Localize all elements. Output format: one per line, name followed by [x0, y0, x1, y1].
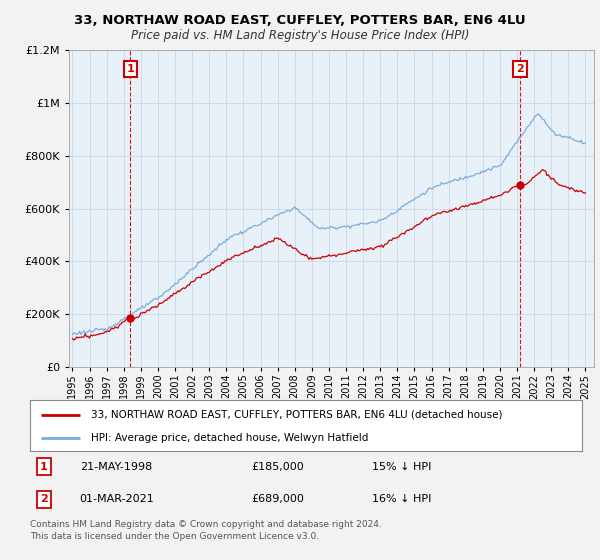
Text: 1: 1	[127, 64, 134, 74]
Text: Price paid vs. HM Land Registry's House Price Index (HPI): Price paid vs. HM Land Registry's House …	[131, 29, 469, 42]
Text: 2: 2	[516, 64, 524, 74]
Text: 33, NORTHAW ROAD EAST, CUFFLEY, POTTERS BAR, EN6 4LU (detached house): 33, NORTHAW ROAD EAST, CUFFLEY, POTTERS …	[91, 409, 502, 419]
Text: 21-MAY-1998: 21-MAY-1998	[80, 461, 152, 472]
Text: 16% ↓ HPI: 16% ↓ HPI	[372, 494, 431, 505]
Text: Contains HM Land Registry data © Crown copyright and database right 2024.: Contains HM Land Registry data © Crown c…	[30, 520, 382, 529]
Text: 2: 2	[40, 494, 47, 505]
Text: 15% ↓ HPI: 15% ↓ HPI	[372, 461, 431, 472]
Text: 1: 1	[40, 461, 47, 472]
Text: 33, NORTHAW ROAD EAST, CUFFLEY, POTTERS BAR, EN6 4LU: 33, NORTHAW ROAD EAST, CUFFLEY, POTTERS …	[74, 14, 526, 27]
Text: This data is licensed under the Open Government Licence v3.0.: This data is licensed under the Open Gov…	[30, 532, 319, 541]
Text: £689,000: £689,000	[251, 494, 304, 505]
Text: HPI: Average price, detached house, Welwyn Hatfield: HPI: Average price, detached house, Welw…	[91, 433, 368, 443]
Text: 01-MAR-2021: 01-MAR-2021	[80, 494, 154, 505]
Text: £185,000: £185,000	[251, 461, 304, 472]
